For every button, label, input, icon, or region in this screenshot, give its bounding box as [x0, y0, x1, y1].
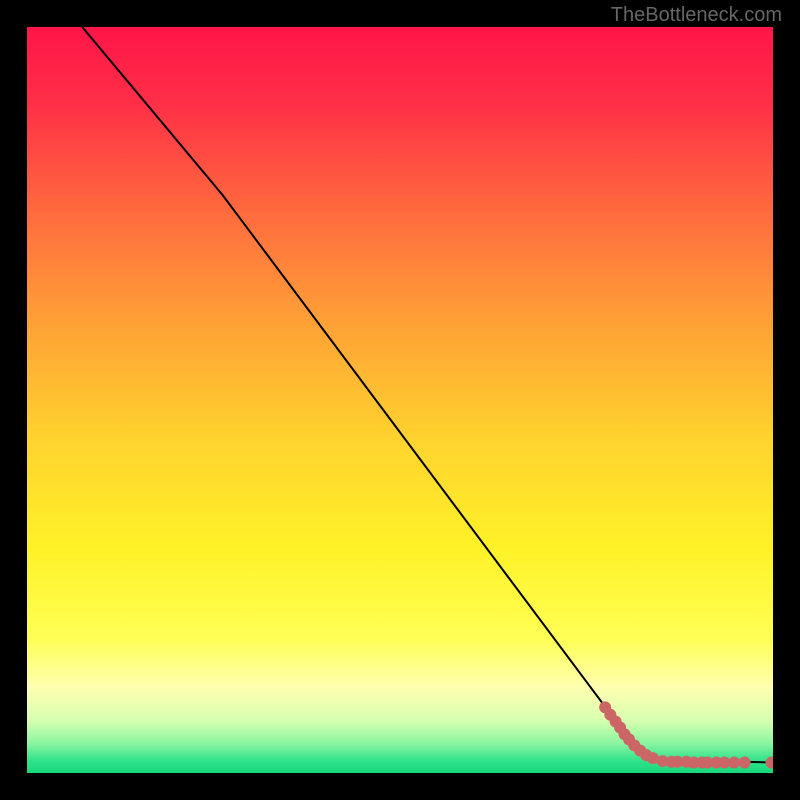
data-marker [739, 757, 751, 769]
gradient-background [27, 27, 773, 773]
bottleneck-chart [27, 27, 773, 773]
data-marker [728, 757, 740, 769]
attribution-text: TheBottleneck.com [611, 4, 782, 27]
